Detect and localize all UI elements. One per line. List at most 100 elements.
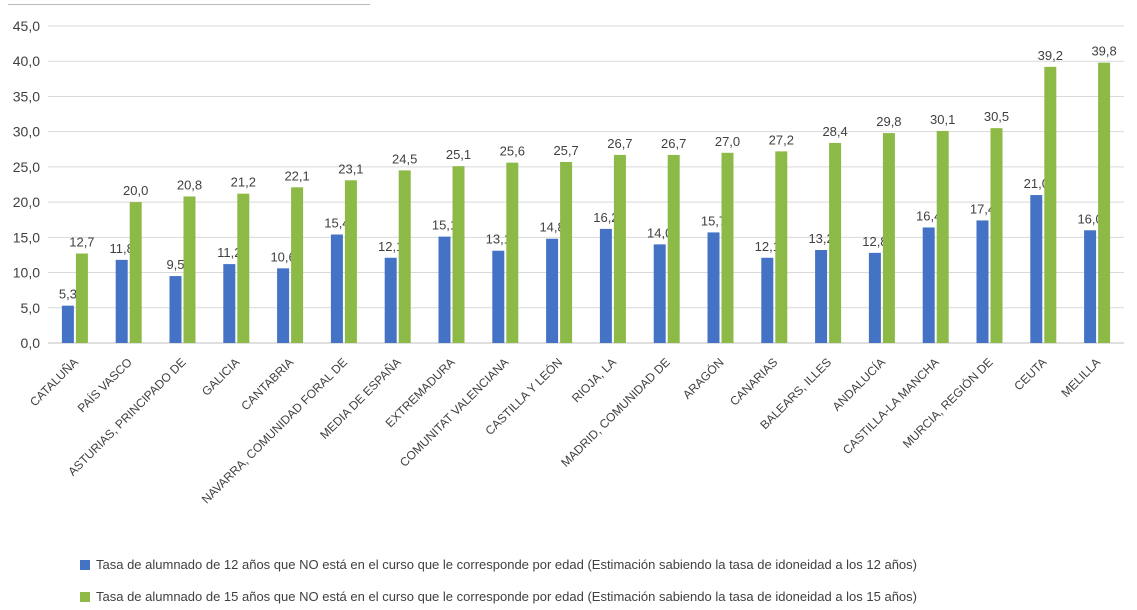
bar-12-anos bbox=[1030, 195, 1043, 343]
bar-12-anos bbox=[1084, 230, 1097, 343]
bar-15-anos bbox=[990, 128, 1003, 343]
x-tick-label: MELILLA bbox=[1058, 355, 1103, 400]
bar-12-anos bbox=[223, 264, 236, 343]
data-label-12-anos: 11,2 bbox=[217, 245, 241, 260]
data-label-15-anos: 28,4 bbox=[822, 124, 847, 139]
data-label-12-anos: 21,0 bbox=[1024, 176, 1049, 191]
data-label-15-anos: 29,8 bbox=[876, 114, 901, 129]
bar-12-anos bbox=[169, 276, 182, 343]
data-label-12-anos: 12,1 bbox=[378, 239, 403, 254]
x-tick-label: CANARIAS bbox=[727, 355, 780, 408]
data-label-15-anos: 30,5 bbox=[984, 109, 1009, 124]
data-label-15-anos: 26,7 bbox=[661, 136, 686, 151]
data-label-15-anos: 25,1 bbox=[446, 147, 471, 162]
bar-12-anos bbox=[115, 259, 128, 343]
data-label-12-anos: 5,3 bbox=[59, 287, 77, 302]
data-label-12-anos: 12,1 bbox=[755, 239, 780, 254]
bar-15-anos bbox=[237, 193, 250, 343]
bar-12-anos bbox=[384, 257, 397, 343]
bar-15-anos bbox=[452, 166, 465, 343]
y-tick-label: 40,0 bbox=[13, 53, 40, 69]
data-label-15-anos: 25,6 bbox=[500, 144, 525, 159]
x-tick-label: MURCIA, REGIÓN DE bbox=[899, 355, 995, 451]
data-label-12-anos: 15,4 bbox=[324, 216, 349, 231]
data-label-15-anos: 22,1 bbox=[284, 168, 309, 183]
legend-item-15: Tasa de alumnado de 15 años que NO está … bbox=[80, 589, 917, 604]
bar-12-anos bbox=[976, 220, 989, 343]
data-label-15-anos: 27,2 bbox=[769, 132, 794, 147]
data-label-15-anos: 24,5 bbox=[392, 151, 417, 166]
data-label-15-anos: 39,2 bbox=[1038, 48, 1063, 63]
bar-12-anos bbox=[277, 268, 290, 343]
y-tick-label: 15,0 bbox=[13, 229, 40, 245]
y-tick-label: 35,0 bbox=[13, 88, 40, 104]
x-tick-label: RIOJA, LA bbox=[569, 355, 619, 405]
bar-12-anos bbox=[761, 257, 774, 343]
data-label-12-anos: 16,2 bbox=[593, 210, 618, 225]
bar-15-anos bbox=[344, 180, 357, 343]
x-tick-label: GALICIA bbox=[199, 355, 242, 398]
y-tick-label: 5,0 bbox=[21, 300, 41, 316]
data-label-15-anos: 20,0 bbox=[123, 183, 148, 198]
y-tick-label: 20,0 bbox=[13, 194, 40, 210]
bar-15-anos bbox=[398, 170, 411, 343]
data-label-12-anos: 16,0 bbox=[1077, 211, 1102, 226]
bar-15-anos bbox=[560, 161, 573, 343]
data-label-12-anos: 13,2 bbox=[808, 231, 833, 246]
x-tick-label: CANTABRIA bbox=[238, 355, 296, 413]
bar-12-anos bbox=[815, 250, 828, 343]
data-label-12-anos: 11,8 bbox=[110, 241, 134, 256]
data-label-12-anos: 10,6 bbox=[270, 249, 295, 264]
data-label-15-anos: 27,0 bbox=[715, 134, 740, 149]
bar-15-anos bbox=[882, 133, 895, 343]
bar-15-anos bbox=[75, 253, 88, 343]
y-tick-label: 45,0 bbox=[13, 18, 40, 34]
data-label-15-anos: 23,1 bbox=[338, 161, 363, 176]
data-label-12-anos: 14,8 bbox=[539, 220, 564, 235]
x-tick-label: MADRID, COMUNIDAD DE bbox=[558, 355, 673, 470]
data-label-15-anos: 20,8 bbox=[177, 177, 202, 192]
legend-label-12: Tasa de alumnado de 12 años que NO está … bbox=[96, 557, 917, 572]
bar-12-anos bbox=[61, 305, 74, 343]
legend-swatch-15 bbox=[80, 591, 90, 602]
x-tick-label: ANDALUCÍA bbox=[829, 355, 888, 414]
bar-12-anos bbox=[707, 232, 720, 343]
y-tick-label: 30,0 bbox=[13, 124, 40, 140]
x-tick-label: ASTURIAS, PRINCIPADO DE bbox=[65, 355, 188, 478]
bar-15-anos bbox=[291, 187, 304, 343]
data-label-12-anos: 16,4 bbox=[916, 208, 941, 223]
data-label-15-anos: 12,7 bbox=[69, 235, 94, 250]
x-tick-label: ARAGÓN bbox=[679, 355, 726, 402]
data-label-12-anos: 14,0 bbox=[647, 225, 672, 240]
legend-swatch-12 bbox=[80, 559, 90, 570]
x-tick-label: COMUNITAT VALENCIANA bbox=[397, 355, 511, 469]
data-label-12-anos: 13,1 bbox=[486, 232, 511, 247]
x-tick-label: PAÍS VASCO bbox=[74, 355, 135, 416]
bar-15-anos bbox=[506, 162, 519, 343]
x-tick-label: CATALUÑA bbox=[27, 355, 81, 409]
x-tick-label: CASTILLA-LA MANCHA bbox=[840, 355, 942, 457]
bar-12-anos bbox=[599, 228, 612, 343]
bar-15-anos bbox=[1098, 62, 1111, 344]
x-tick-label: CEUTA bbox=[1011, 355, 1049, 393]
bar-12-anos bbox=[868, 252, 881, 343]
top-divider-line bbox=[8, 4, 370, 5]
bar-15-anos bbox=[613, 154, 626, 343]
bar-12-anos bbox=[438, 236, 451, 343]
legend-label-15: Tasa de alumnado de 15 años que NO está … bbox=[96, 589, 917, 604]
y-tick-label: 25,0 bbox=[13, 159, 40, 175]
data-label-15-anos: 39,8 bbox=[1091, 44, 1116, 59]
bar-15-anos bbox=[775, 151, 788, 343]
bar-15-anos bbox=[829, 142, 842, 343]
bar-chart: 0,0 5,0 10,0 15,0 20,0 25,0 30,0 35,0 40,0 45,0 5,… bbox=[13, 18, 1124, 506]
y-tick-label: 10,0 bbox=[13, 265, 40, 281]
data-label-15-anos: 25,7 bbox=[553, 143, 578, 158]
bar-15-anos bbox=[129, 202, 142, 343]
bar-12-anos bbox=[330, 234, 343, 343]
y-tick-label: 0,0 bbox=[21, 335, 41, 351]
bar-15-anos bbox=[667, 154, 680, 343]
bar-15-anos bbox=[936, 130, 949, 343]
legend-item-12: Tasa de alumnado de 12 años que NO está … bbox=[80, 557, 917, 572]
bar-12-anos bbox=[653, 244, 666, 343]
bar-12-anos bbox=[922, 227, 935, 343]
